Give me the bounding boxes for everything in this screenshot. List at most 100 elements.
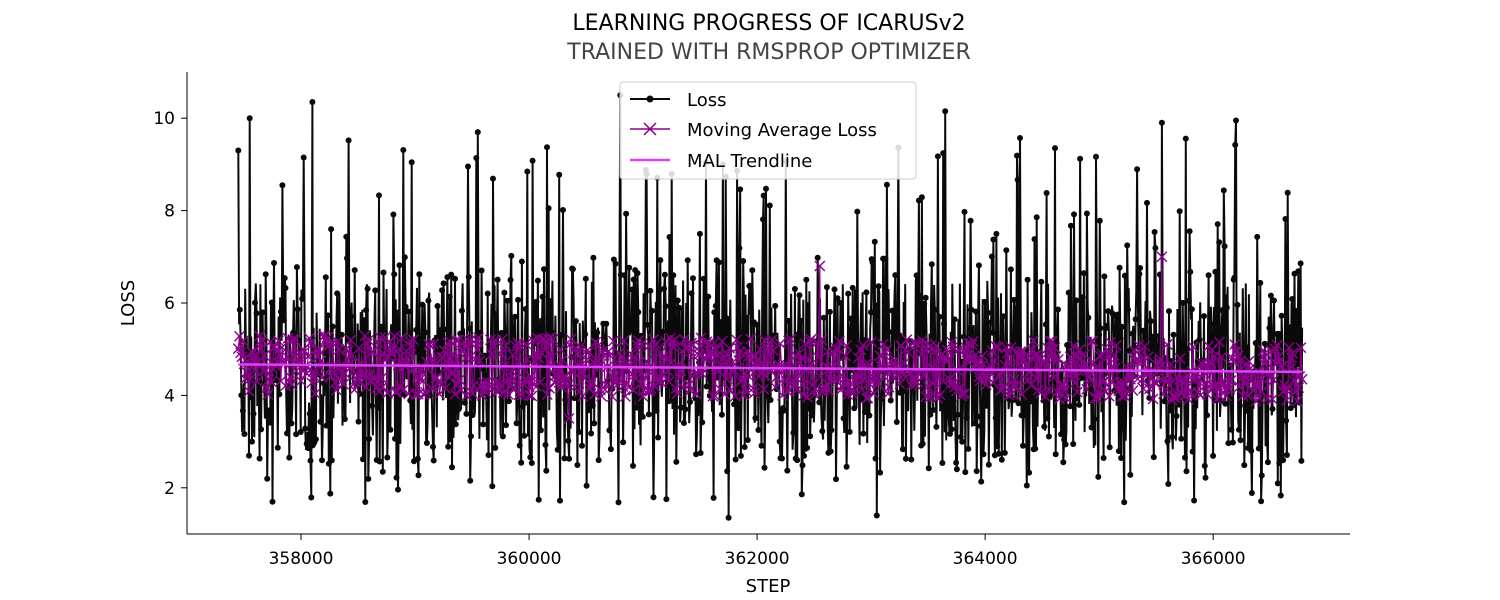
moving-average-point bbox=[1287, 347, 1299, 359]
loss-point bbox=[877, 469, 884, 476]
moving-average-point bbox=[236, 351, 248, 363]
moving-average-point bbox=[1154, 353, 1166, 365]
moving-average-point bbox=[958, 345, 970, 357]
moving-average-point bbox=[839, 350, 851, 362]
loss-point bbox=[265, 407, 272, 414]
loss-point bbox=[396, 262, 403, 269]
loss-point bbox=[1264, 459, 1271, 466]
moving-average-point bbox=[274, 349, 286, 361]
moving-average-point bbox=[1142, 351, 1154, 363]
moving-average-point bbox=[880, 346, 892, 358]
loss-point bbox=[922, 294, 929, 301]
moving-average-point bbox=[696, 368, 708, 380]
loss-point bbox=[710, 494, 717, 501]
loss-point bbox=[557, 497, 563, 504]
loss-point bbox=[1283, 417, 1290, 424]
loss-point bbox=[1095, 473, 1102, 480]
moving-average-point bbox=[1168, 389, 1180, 401]
moving-average-point bbox=[510, 341, 522, 352]
loss-point bbox=[308, 494, 315, 501]
moving-average-point bbox=[708, 337, 720, 349]
loss-point bbox=[1073, 297, 1080, 304]
moving-average-point bbox=[1267, 393, 1278, 405]
loss-point bbox=[297, 429, 304, 435]
loss-point bbox=[942, 108, 949, 115]
loss-point bbox=[1031, 236, 1038, 243]
moving-average-point bbox=[305, 337, 316, 349]
loss-point bbox=[833, 476, 839, 483]
loss-point bbox=[760, 192, 767, 199]
moving-average-point bbox=[1254, 392, 1265, 404]
loss-point bbox=[985, 309, 992, 316]
loss-point bbox=[518, 459, 525, 466]
moving-average-point bbox=[1069, 377, 1081, 389]
moving-average-point bbox=[1158, 388, 1170, 400]
loss-point bbox=[498, 329, 505, 336]
moving-average-point bbox=[1175, 388, 1187, 400]
loss-point bbox=[512, 313, 519, 320]
loss-point bbox=[992, 415, 999, 421]
loss-point bbox=[776, 438, 783, 445]
loss-point bbox=[638, 332, 645, 339]
moving-average-point bbox=[302, 350, 314, 362]
loss-point bbox=[305, 445, 312, 452]
moving-average-point bbox=[986, 345, 998, 357]
moving-average-point bbox=[1213, 336, 1225, 348]
loss-point bbox=[1232, 141, 1239, 148]
moving-average-point bbox=[258, 350, 270, 361]
loss-point bbox=[247, 394, 254, 401]
loss-point bbox=[772, 302, 779, 309]
loss-point bbox=[475, 329, 482, 336]
loss-point bbox=[1088, 424, 1095, 431]
loss-point bbox=[461, 399, 468, 406]
moving-average-point bbox=[818, 384, 830, 396]
moving-average-point bbox=[507, 349, 519, 361]
loss-point bbox=[534, 277, 541, 284]
loss-point bbox=[379, 468, 386, 475]
loss-point bbox=[1120, 425, 1127, 432]
moving-average-point bbox=[439, 382, 451, 394]
loss-point bbox=[393, 474, 400, 481]
loss-point bbox=[650, 494, 657, 501]
loss-point bbox=[1282, 216, 1289, 222]
loss-point bbox=[1052, 145, 1058, 152]
moving-average-point bbox=[1052, 354, 1064, 365]
moving-average-point bbox=[1005, 341, 1017, 353]
moving-average-point bbox=[1180, 380, 1192, 392]
moving-average-point bbox=[1108, 350, 1120, 361]
moving-average-point bbox=[354, 377, 366, 389]
moving-average-point bbox=[500, 340, 512, 351]
loss-point bbox=[715, 259, 722, 266]
loss-point bbox=[861, 409, 868, 415]
moving-average-point bbox=[781, 385, 793, 397]
moving-average-point bbox=[383, 351, 395, 363]
loss-point bbox=[1076, 401, 1083, 408]
plot-area bbox=[232, 92, 1308, 521]
moving-average-point bbox=[796, 352, 808, 364]
loss-point bbox=[515, 296, 522, 303]
x-tick-label: 366000 bbox=[1181, 549, 1246, 569]
loss-point bbox=[725, 514, 732, 521]
loss-point bbox=[302, 425, 309, 432]
loss-point bbox=[299, 295, 306, 302]
loss-point bbox=[889, 307, 896, 314]
loss-point bbox=[941, 320, 947, 327]
loss-point bbox=[971, 420, 978, 427]
loss-point bbox=[288, 420, 295, 427]
moving-average-point bbox=[798, 389, 810, 401]
moving-average-point bbox=[241, 366, 253, 378]
loss-point bbox=[440, 280, 447, 287]
moving-average-point bbox=[313, 343, 325, 355]
loss-point bbox=[1140, 327, 1147, 334]
loss-point bbox=[419, 301, 426, 308]
loss-point bbox=[1017, 135, 1023, 141]
loss-point bbox=[990, 236, 997, 243]
legend-label-moving-average: Moving Average Loss bbox=[687, 120, 877, 141]
moving-average-point bbox=[521, 354, 533, 365]
moving-average-point bbox=[697, 363, 709, 375]
legend-item-loss: Loss bbox=[630, 90, 726, 111]
loss-point bbox=[781, 407, 788, 414]
loss-point bbox=[506, 398, 512, 405]
loss-point bbox=[1060, 459, 1067, 466]
moving-average-point bbox=[735, 375, 747, 387]
